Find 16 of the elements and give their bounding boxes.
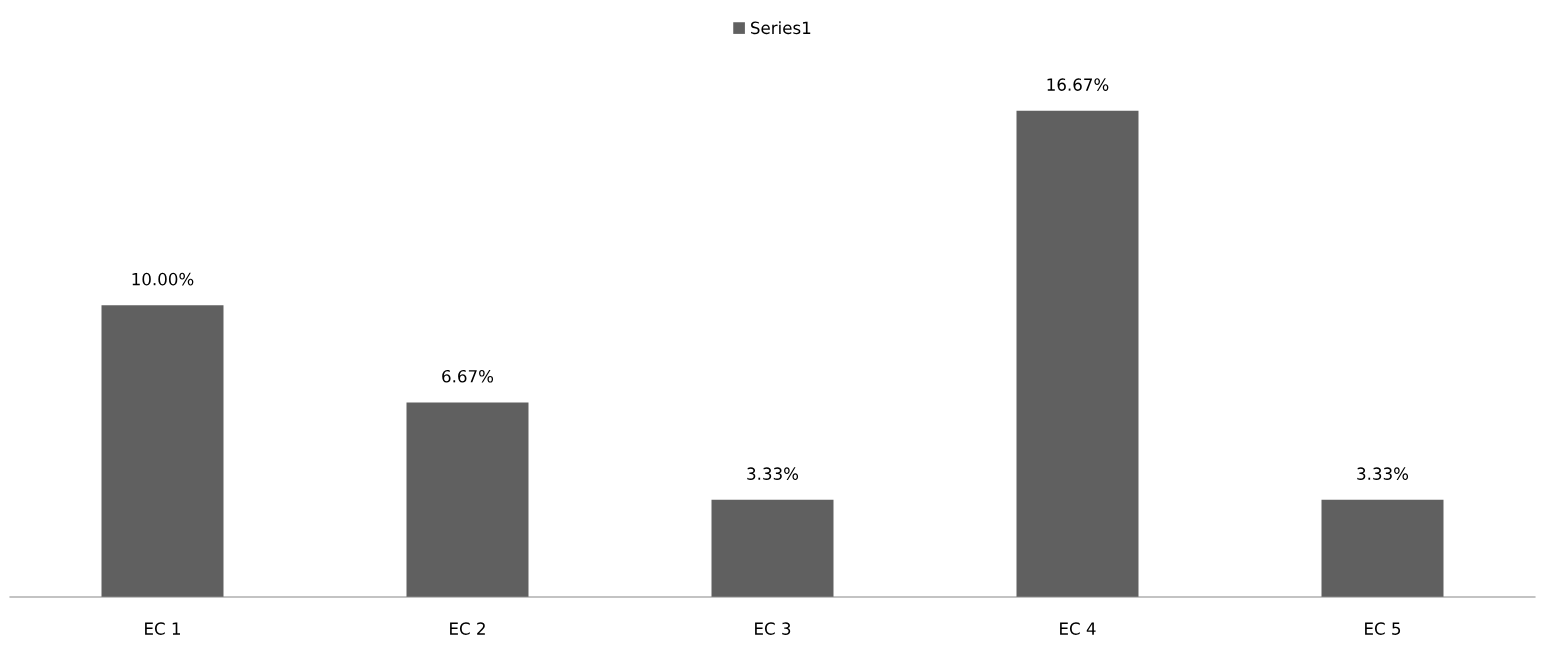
data-label: 10.00%	[132, 272, 194, 286]
data-label: 6.67%	[442, 369, 494, 383]
bar	[1321, 499, 1444, 597]
data-label: 16.67%	[1047, 78, 1109, 91]
bar	[711, 499, 834, 597]
x-tick-label: EC 1	[145, 622, 180, 635]
bar	[1016, 110, 1139, 597]
x-tick-label: EC 2	[450, 622, 485, 635]
x-tick-label: EC 5	[1365, 622, 1401, 635]
data-label: 3.33%	[1357, 467, 1409, 480]
bar	[101, 305, 224, 597]
data-label: 3.33%	[747, 467, 799, 480]
legend-label: Series1	[751, 21, 811, 35]
x-tick-label: EC 3	[755, 622, 791, 635]
x-tick-label: EC 4	[1060, 622, 1096, 635]
bar	[406, 402, 529, 597]
